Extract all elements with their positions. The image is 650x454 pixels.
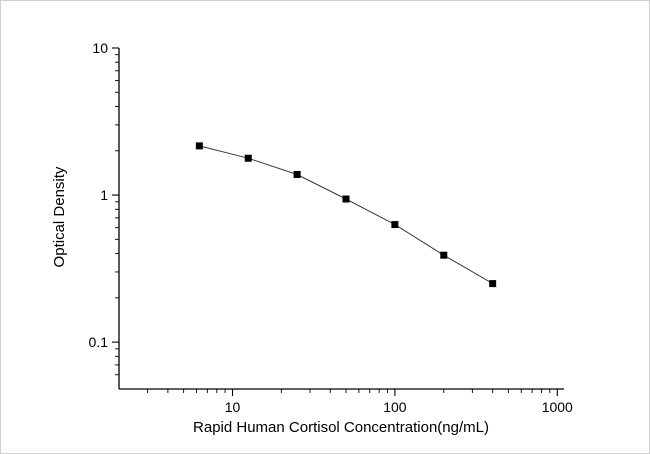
x-tick-label: 100 (383, 399, 407, 415)
data-point-marker (440, 251, 448, 259)
y-tick-label: 1 (100, 187, 108, 203)
x-tick-label: 1000 (542, 399, 573, 415)
data-point-marker (244, 154, 252, 162)
data-point-marker (489, 280, 497, 288)
curve-line (199, 145, 493, 285)
data-point-marker (391, 221, 399, 229)
data-point-marker (342, 195, 350, 203)
data-point-marker (195, 142, 203, 150)
x-tick-label: 10 (225, 399, 241, 415)
x-axis-title: Rapid Human Cortisol Concentration(ng/mL… (193, 419, 489, 436)
y-tick-label: 10 (92, 40, 108, 56)
data-point-marker (293, 170, 301, 178)
y-tick-label: 0.1 (89, 334, 109, 350)
y-axis-title: Optical Density (51, 166, 68, 268)
